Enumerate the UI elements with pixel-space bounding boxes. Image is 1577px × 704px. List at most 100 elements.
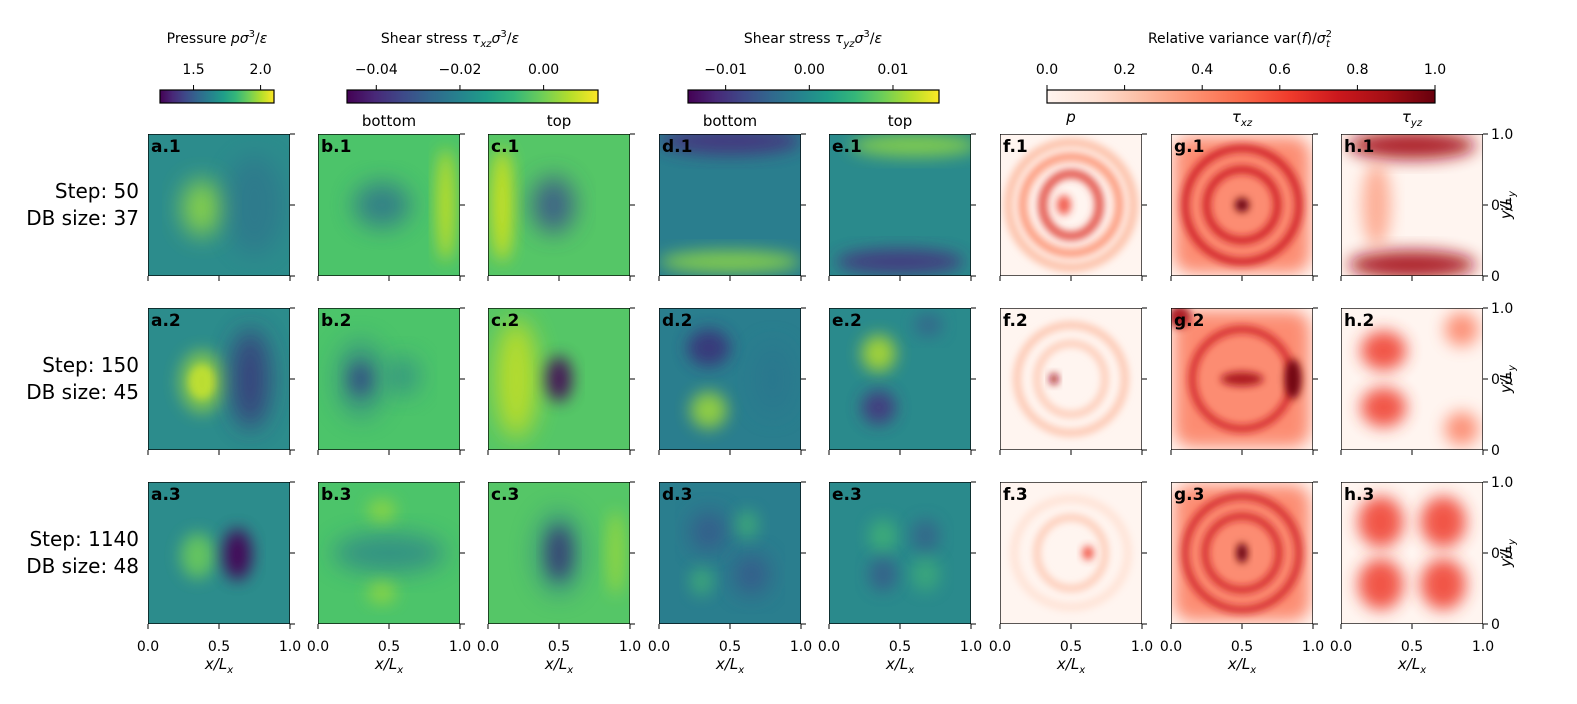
field-feature: [1444, 411, 1479, 446]
panel-label: c.2: [491, 311, 519, 331]
field-feature: [1182, 493, 1302, 613]
panel-label: a.2: [151, 311, 181, 331]
field-feature: [1220, 371, 1264, 387]
field-feature: [546, 356, 572, 402]
field-feature: [1420, 496, 1466, 548]
field-feature: [332, 533, 446, 573]
panel-g.3: g.3: [1170, 481, 1318, 629]
panel-label: e.1: [832, 137, 862, 157]
x-tick-label: 1.0: [790, 639, 812, 655]
field-feature: [836, 249, 964, 275]
panel-field: [1000, 134, 1142, 276]
panel-field: [488, 308, 630, 450]
field-feature: [533, 510, 585, 596]
y-tick-label: 0: [1491, 617, 1500, 633]
row-db-label: DB size: 45: [26, 380, 139, 404]
field-feature: [182, 179, 222, 237]
x-tick-label: 0.0: [818, 639, 840, 655]
row-step-label: Step: 150: [42, 353, 139, 377]
field-feature: [1236, 543, 1248, 563]
panel-label: f.2: [1003, 311, 1028, 331]
colorbar-tick-label: 0.00: [528, 62, 559, 78]
field-background: [148, 482, 290, 624]
field-feature: [1034, 341, 1108, 417]
panel-field: [488, 482, 630, 624]
x-tick-label: 0.0: [1160, 639, 1182, 655]
colorbars: Pressure pσ3/ε 1.5 2.0 Shear stress τxzσ3/ε…: [159, 29, 1446, 104]
x-tick-label: 0.0: [1330, 639, 1352, 655]
panel-label: c.1: [491, 137, 519, 157]
field-feature: [1049, 373, 1059, 385]
row-db-label: DB size: 48: [26, 554, 139, 578]
panel-e.2: e.2: [828, 307, 976, 455]
panel-label: f.1: [1003, 137, 1028, 157]
colorbar-title-pressure: Pressure pσ3/ε: [167, 29, 268, 47]
panel-label: a.3: [151, 485, 181, 505]
field-feature: [180, 533, 215, 579]
y-tick-label: 1.0: [1491, 475, 1513, 491]
x-tick-label: 0.5: [1231, 639, 1253, 655]
colorbar-tick-label: 0.4: [1191, 62, 1213, 78]
x-tick-label: 1.0: [449, 639, 471, 655]
field-feature: [911, 557, 940, 592]
x-tick-label: 0.5: [889, 639, 911, 655]
panel-b.3: b.3: [317, 481, 465, 629]
panel-field: [318, 482, 460, 624]
field-feature: [386, 356, 421, 397]
field-feature: [1082, 545, 1094, 561]
field-feature: [735, 510, 759, 539]
field-feature: [1234, 197, 1250, 213]
field-feature: [1038, 169, 1104, 241]
x-tick-label: 0.5: [378, 639, 400, 655]
panel-label: b.2: [321, 311, 351, 331]
y-tick-label: 1.0: [1491, 301, 1513, 317]
field-feature: [850, 134, 971, 157]
panel-label: e.2: [832, 311, 862, 331]
x-axis-label: x/Lx: [885, 655, 914, 676]
field-feature: [1362, 162, 1391, 248]
x-tick-label: 0.5: [1060, 639, 1082, 655]
panel-b.2: b.2: [317, 307, 465, 455]
panel-c.2: c.2: [487, 307, 635, 455]
field-feature: [914, 313, 943, 337]
colorbar-pressure: [159, 89, 275, 104]
colorbar-tick-label: −0.01: [704, 62, 747, 78]
x-tick-label: 0.5: [208, 639, 230, 655]
field-feature: [690, 391, 728, 429]
panel-field: [148, 308, 290, 450]
y-axis-label: y/Ly: [1497, 538, 1518, 568]
panel-a.2: a.2: [147, 307, 295, 455]
panel-label: h.3: [1344, 485, 1374, 505]
colorbar-tick-label: 2.0: [249, 62, 271, 78]
field-feature: [1034, 515, 1108, 591]
colorbar-tick-label: 0.0: [1036, 62, 1058, 78]
panel-label: d.2: [662, 311, 692, 331]
panel-label: f.3: [1003, 485, 1028, 505]
x-axis-label: x/Lx: [204, 655, 233, 676]
x-tick-label: 0.0: [307, 639, 329, 655]
x-tick-label: 1.0: [1131, 639, 1153, 655]
field-feature: [690, 567, 713, 596]
panel-label: c.3: [491, 485, 519, 505]
colorbar-tau_xz: [346, 89, 599, 104]
x-tick-label: 0.5: [548, 639, 570, 655]
field-feature: [868, 557, 898, 592]
colorbar-title-tau_yz: Shear stress τyzσ3/ε: [744, 29, 883, 50]
panel-field: [1171, 482, 1313, 624]
field-feature: [367, 581, 397, 605]
panel-label: h.2: [1344, 311, 1374, 331]
colorbar-tick-label: 0.00: [794, 62, 825, 78]
panel-h.1: h.1: [1340, 133, 1488, 281]
field-feature: [1202, 513, 1282, 593]
field-background: [659, 482, 801, 624]
axis-labels: 0.0 0.5 1.0x/Lx0.0 0.5 1.0x/Lx0.0 0.5 1.0x/Lx0…: [137, 127, 1518, 676]
panel-d.1: d.1: [658, 133, 806, 281]
colorbar-tick-label: 0.2: [1113, 62, 1135, 78]
colorbar-tick-label: −0.02: [438, 62, 481, 78]
colorbar-tick-label: 1.0: [1424, 62, 1446, 78]
field-feature: [1348, 134, 1476, 160]
x-tick-label: 1.0: [619, 639, 641, 655]
y-axis-label: y/Ly: [1497, 364, 1518, 394]
x-tick-label: 1.0: [960, 639, 982, 655]
